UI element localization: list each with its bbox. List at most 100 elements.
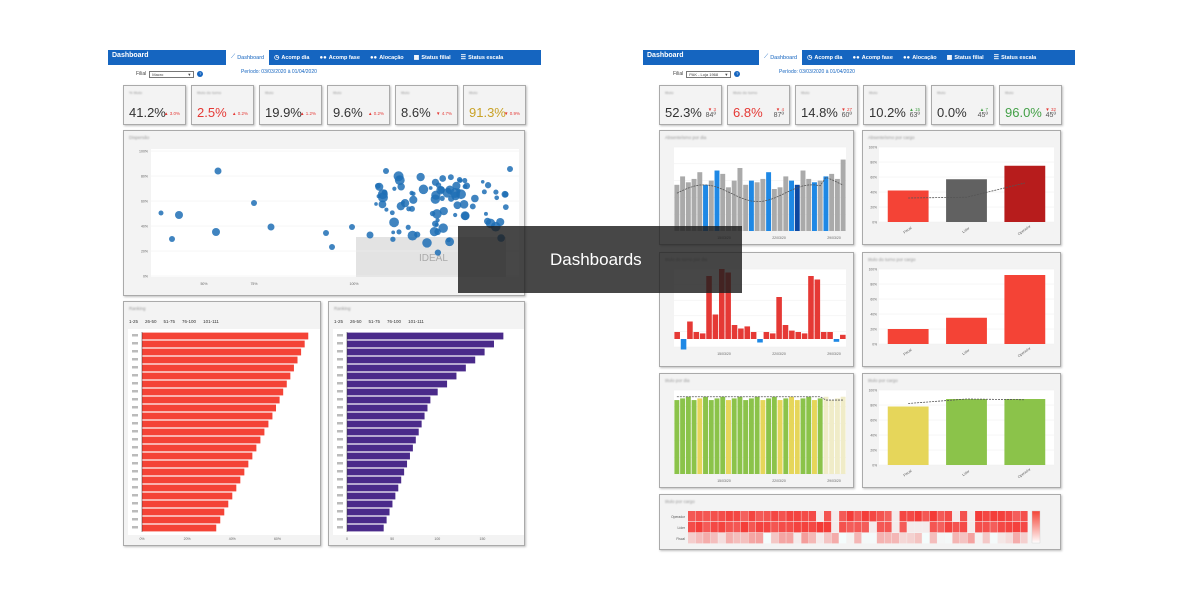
day-bar: [726, 187, 731, 231]
rank-bar: [347, 372, 457, 380]
heat-cell: [695, 533, 703, 544]
tick-label: 60%: [870, 419, 877, 423]
scatter-point: [483, 211, 488, 216]
rank-bar: [347, 428, 419, 436]
rank-label-placeholder: [132, 438, 138, 441]
tab-acomp-dia[interactable]: ◷ Acomp dia: [269, 50, 314, 65]
day-bar: [757, 339, 763, 343]
pager-item[interactable]: 101-111: [408, 319, 424, 324]
rank-label-placeholder: [337, 382, 343, 385]
category-label: Líder: [962, 226, 972, 234]
heat-cell: [929, 522, 937, 533]
kpi-card: titulo do turno 2.5% ▲ 0.2%: [191, 85, 254, 125]
day-bar: [687, 321, 693, 339]
pager-item[interactable]: 1-25: [129, 319, 139, 324]
kpi-delta: ▲ 7: [979, 107, 988, 112]
tab-status-escala[interactable]: ☰ Status escala: [989, 50, 1042, 65]
scatter-point: [397, 183, 405, 191]
rank-bar: [142, 476, 241, 484]
heat-cell: [725, 522, 733, 533]
tick-label: 0%: [143, 275, 148, 279]
pager-item[interactable]: 51-75: [368, 319, 381, 324]
heat-cell: [952, 533, 960, 544]
heat-cell: [944, 533, 953, 544]
tab-acomp-fase[interactable]: ●● Acomp fase: [315, 50, 365, 65]
day-bar: [840, 159, 846, 231]
tick-label: 80%: [870, 404, 877, 408]
tab-acomp-dia[interactable]: ◷ Acomp dia: [802, 50, 847, 65]
plot-area: [674, 147, 846, 231]
rank-bar: [347, 340, 494, 348]
turno-role-chart: 100% 80% 60% 40% 20% 0% Fiscal Líder Operador: [869, 268, 1054, 358]
rank-bar: [347, 420, 422, 428]
right-header-bar: Dashboard ⟋ Dashboard ◷ Acomp dia ●● Acomp fa…: [643, 50, 1075, 65]
left-scatter-title: Dispersão: [129, 135, 150, 140]
rank-label-placeholder: [132, 510, 138, 513]
tab-acomp-fase[interactable]: ●● Acomp fase: [848, 50, 898, 65]
day-bar: [680, 398, 686, 474]
heat-cell: [756, 533, 764, 544]
tab-alocação[interactable]: ●● Alocação: [898, 50, 942, 65]
tick-label: 29/03/20: [827, 479, 841, 483]
day-bar: [806, 396, 812, 474]
kpi-value: 14.8%: [801, 105, 838, 120]
tab-dashboard[interactable]: ⟋ Dashboard: [759, 50, 803, 65]
pager-item[interactable]: 51-75: [163, 319, 176, 324]
pager-item[interactable]: 101-111: [203, 319, 219, 324]
tab-status-filial[interactable]: ▦ Status filial: [942, 50, 989, 65]
heat-cell: [793, 511, 801, 522]
tab-status-filial[interactable]: ▦ Status filial: [409, 50, 456, 65]
day-bar: [750, 332, 757, 339]
kpi-value: 52.3%: [665, 105, 702, 120]
tick-label: 75%: [250, 282, 257, 286]
heat-cell: [718, 511, 726, 522]
tab-status-escala[interactable]: ☰ Status escala: [456, 50, 509, 65]
day-bar: [800, 170, 806, 231]
pager-item[interactable]: 26-50: [145, 319, 157, 324]
list-icon: ☰: [460, 55, 467, 61]
scatter-point: [462, 177, 468, 184]
rank-label-placeholder: [132, 518, 138, 521]
rank-label-placeholder: [132, 470, 138, 473]
scatter-point: [405, 224, 411, 230]
tick-label: 100%: [869, 268, 878, 272]
heat-cell: [990, 511, 998, 522]
left-header-bar: Dashboard ⟋ Dashboard ◷ Acomp dia ●● Acomp fa…: [108, 50, 541, 65]
kpi-delta: ▼ 27: [841, 107, 852, 112]
heat-cell: [929, 511, 937, 522]
pager-item[interactable]: 76-100: [182, 319, 197, 324]
rank-bar: [347, 492, 396, 500]
day-bar: [801, 333, 808, 339]
tab-dashboard[interactable]: ⟋ Dashboard: [226, 50, 270, 65]
kpi-delta: ▼ 4.7%: [436, 111, 452, 116]
rank-label-placeholder: [132, 342, 138, 345]
kpi-label: titulo do turno: [733, 90, 758, 95]
pager-item[interactable]: 26-50: [350, 319, 362, 324]
day-bar: [720, 173, 726, 231]
heat-cell: [763, 533, 771, 544]
pager-item[interactable]: 76-100: [387, 319, 402, 324]
rank-bar: [347, 356, 476, 364]
rank-label-placeholder: [132, 390, 138, 393]
tab-alocação[interactable]: ●● Alocação: [365, 50, 409, 65]
scatter-point: [445, 237, 455, 247]
right-turno-role-panel: titulo do turno por cargo 100% 80% 60% 40% 2…: [862, 252, 1061, 367]
pager-item[interactable]: 1-25: [334, 319, 344, 324]
tick-label: 20%: [870, 449, 877, 453]
day-bar: [829, 173, 835, 231]
right-filial-select[interactable]: PAK - Loja 1968 ▼: [686, 70, 732, 78]
rank-bar: [142, 364, 294, 372]
kpi-label: titulo: [469, 90, 478, 95]
scatter-point: [496, 217, 505, 227]
category-label: Líder: [962, 348, 972, 356]
day-bar: [789, 330, 795, 339]
rank-label-placeholder: [337, 446, 343, 449]
rank-label-placeholder: [337, 398, 343, 401]
kpi-rank: ▼ 3 84º: [706, 107, 716, 119]
rank-label-placeholder: [132, 446, 138, 449]
kpi-value: 9.6%: [333, 105, 363, 120]
left-help-icon[interactable]: ?: [197, 71, 204, 77]
rank-bar: [347, 508, 390, 516]
left-filial-select[interactable]: Macro ▼: [149, 70, 195, 78]
right-help-icon[interactable]: ?: [734, 71, 741, 77]
